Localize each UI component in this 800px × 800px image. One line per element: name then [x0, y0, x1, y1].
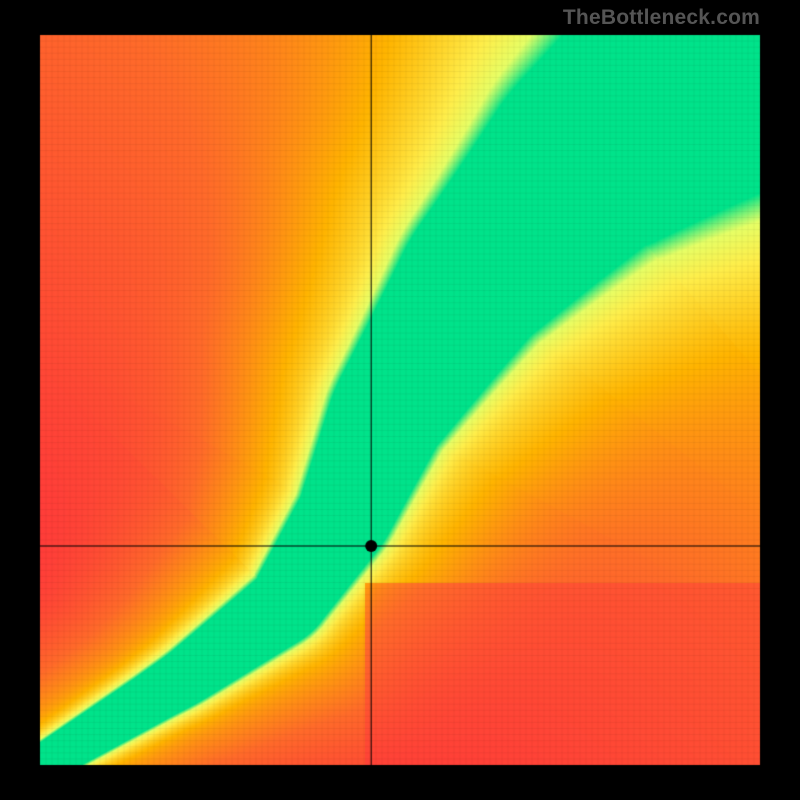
watermark-text: TheBottleneck.com [563, 6, 760, 30]
bottleneck-heatmap [0, 0, 800, 800]
chart-container: { "watermark": { "text": "TheBottleneck.… [0, 0, 800, 800]
